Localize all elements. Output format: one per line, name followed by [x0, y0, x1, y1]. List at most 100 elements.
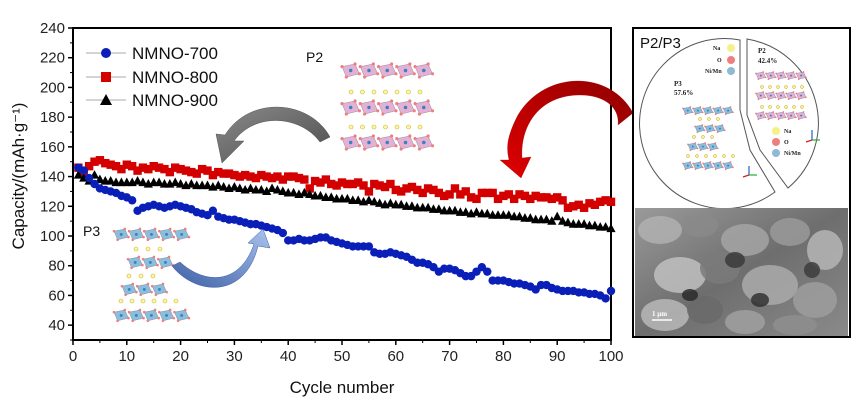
data-point — [127, 161, 137, 171]
x-axis-title: Cycle number — [290, 378, 395, 397]
data-point — [342, 193, 352, 203]
na-atom — [686, 154, 690, 158]
octahedron — [340, 62, 361, 79]
data-point — [246, 172, 255, 181]
data-point — [337, 178, 347, 187]
legend-item-nmno-800: NMNO-800 — [86, 68, 218, 87]
series-nmno-900 — [73, 170, 616, 233]
sem-particle — [793, 282, 837, 318]
data-point — [526, 194, 535, 204]
na-atom — [133, 246, 139, 252]
p2-legend-na-label: Na — [784, 129, 791, 135]
data-point — [504, 190, 513, 199]
octahedron — [704, 124, 716, 134]
data-point — [154, 177, 164, 187]
x-tick-label: 100 — [598, 348, 623, 365]
inset-title: P2/P3 — [640, 35, 681, 52]
data-point — [197, 164, 207, 174]
data-point — [353, 195, 363, 204]
legend-label-nmno-800: NMNO-800 — [132, 68, 218, 87]
na-atom — [394, 124, 400, 130]
sem-particle — [725, 310, 765, 334]
sem-image: 1 μm — [635, 208, 848, 336]
octahedron — [785, 71, 797, 81]
p2-legend-nimn-dot — [772, 149, 780, 157]
inset-p2-structure — [755, 71, 807, 121]
octahedron — [755, 71, 767, 81]
data-point — [111, 161, 121, 171]
octahedron — [712, 106, 724, 116]
legend-marker-circle — [101, 48, 111, 58]
data-point — [482, 208, 492, 218]
data-point — [590, 200, 600, 209]
data-point — [288, 187, 299, 197]
octahedron — [150, 282, 168, 297]
legend-item-nmno-700: NMNO-700 — [86, 44, 218, 63]
legend-label-nmno-700: NMNO-700 — [132, 44, 218, 63]
y-tick-label: 160 — [40, 139, 65, 156]
data-point — [558, 196, 567, 205]
na-atom — [157, 246, 163, 252]
y-tick-label: 140 — [40, 169, 65, 186]
octahedron — [413, 134, 435, 151]
gray-arrow-p2-to-curve — [215, 106, 331, 164]
octahedron — [112, 227, 130, 242]
octahedron — [158, 308, 176, 323]
na-atom — [731, 154, 735, 158]
na-atom — [716, 117, 720, 121]
data-point — [202, 180, 213, 190]
y-tick-label: 200 — [40, 79, 65, 96]
data-point — [122, 160, 131, 169]
p2-legend-o-label: O — [784, 140, 789, 146]
legend-item-nmno-900: NMNO-900 — [86, 91, 218, 110]
inset-crystal-structures — [682, 71, 807, 171]
data-point — [219, 181, 229, 191]
octahedron — [795, 91, 807, 101]
data-point — [229, 181, 239, 191]
octahedron — [765, 91, 777, 101]
data-point — [364, 242, 374, 251]
na-atom — [360, 124, 365, 130]
octahedron — [135, 282, 153, 297]
p3-crystal-structure — [112, 227, 191, 323]
octahedron — [126, 255, 144, 270]
data-point — [257, 170, 266, 180]
red-arrow-inset-to-curve — [499, 80, 634, 179]
data-point — [176, 164, 185, 174]
crystal-structures — [112, 62, 435, 323]
data-point — [245, 183, 256, 193]
data-point — [273, 172, 282, 181]
p3-legend-na-label: Na — [713, 46, 720, 52]
na-atom — [722, 154, 726, 158]
data-point — [423, 202, 433, 212]
data-point — [542, 193, 551, 202]
data-point — [450, 205, 460, 215]
x-tick-label: 30 — [226, 348, 243, 365]
legend-marker-square — [101, 72, 111, 82]
na-atom — [698, 117, 702, 121]
data-point — [208, 206, 218, 215]
p2-phase-label: P2 — [758, 47, 766, 55]
sem-particle — [804, 262, 820, 278]
x-tick-label: 50 — [334, 348, 351, 365]
y-tick-label: 240 — [40, 20, 65, 37]
octahedron — [141, 255, 159, 270]
data-point — [171, 163, 180, 172]
p3-legend-o-dot — [727, 56, 735, 64]
na-atom — [140, 298, 146, 304]
data-point — [370, 179, 379, 189]
y-tick-label: 100 — [40, 228, 65, 245]
p3-phase-label: P3 — [674, 80, 682, 88]
x-tick-label: 60 — [387, 348, 404, 365]
data-point — [466, 193, 476, 202]
na-atom — [784, 105, 788, 109]
octahedron — [765, 71, 777, 81]
data-point — [316, 178, 325, 187]
octahedron — [682, 161, 694, 171]
sem-particle — [641, 299, 689, 331]
na-atom — [383, 124, 388, 130]
legend-label-nmno-900: NMNO-900 — [132, 91, 218, 110]
na-atom — [768, 105, 772, 109]
data-point — [353, 178, 363, 187]
x-tick-label: 70 — [441, 348, 458, 365]
